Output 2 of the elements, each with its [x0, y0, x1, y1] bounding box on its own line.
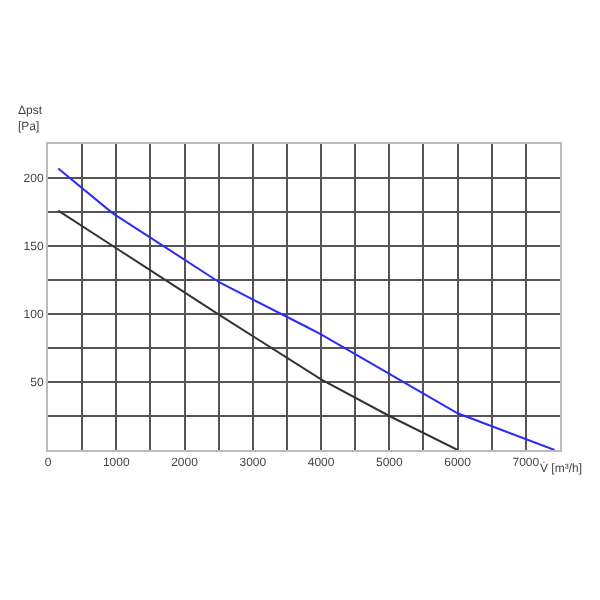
line-series [57, 167, 556, 450]
line-series [57, 209, 459, 450]
